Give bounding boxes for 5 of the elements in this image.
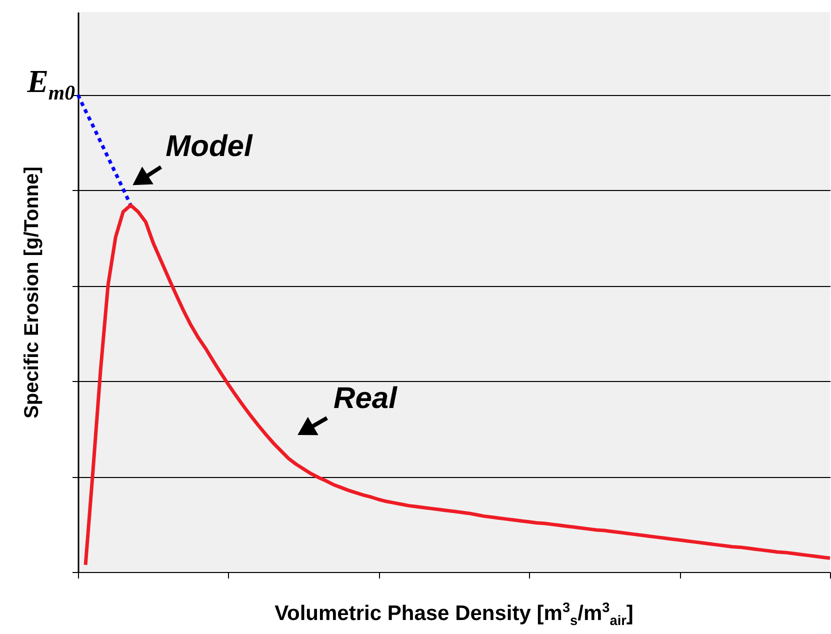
y-axis-title: Specific Erosion [g/Tonne] xyxy=(21,166,43,418)
x-axis-title: Volumetric Phase Density [m$^{3}$$_{s}$/m$^{3}$$_{air}$] xyxy=(274,600,634,628)
text: Real xyxy=(334,382,397,416)
text: E$_{m0}$ xyxy=(27,62,75,106)
series-label: Model xyxy=(166,130,252,164)
